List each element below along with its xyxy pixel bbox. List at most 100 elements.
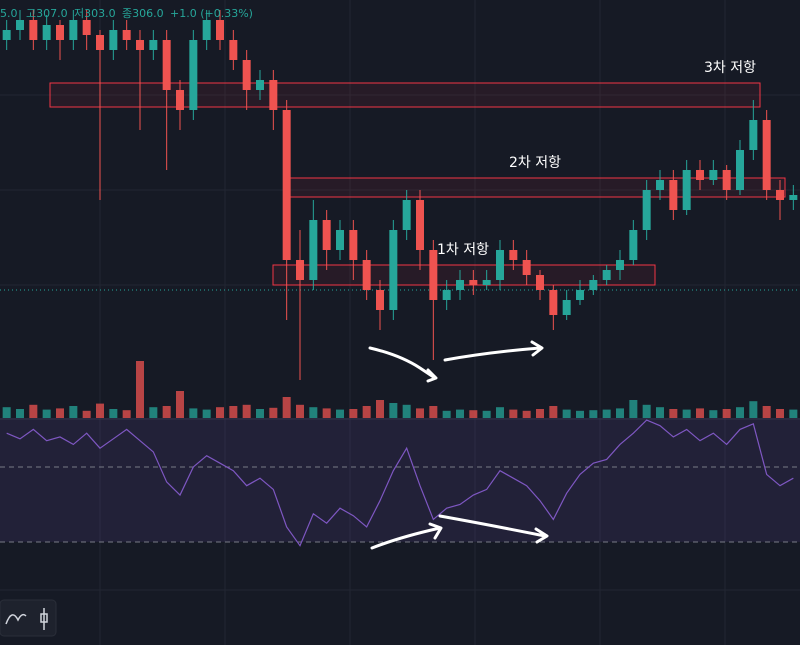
candle-body xyxy=(509,250,518,260)
candle-body xyxy=(496,250,504,280)
toolbar-box xyxy=(0,599,57,637)
volume-bar xyxy=(2,407,11,418)
volume-bar xyxy=(442,410,451,418)
candle-body xyxy=(189,40,198,110)
volume-bar xyxy=(256,409,264,418)
volume-bar xyxy=(336,409,344,418)
candle-body xyxy=(149,40,158,50)
price-pane: 3차 저항 2차 저항 1차 저항 xyxy=(0,10,800,380)
volume-bar xyxy=(376,400,384,418)
candle-body xyxy=(122,30,131,40)
volume-bar xyxy=(776,409,784,418)
zone-label: 1차 저항 xyxy=(437,242,489,258)
candle-body xyxy=(549,290,558,315)
candle-body xyxy=(322,220,331,250)
volume-bar xyxy=(562,409,571,418)
candle-body xyxy=(776,190,784,200)
hand-arrow xyxy=(370,522,443,550)
volume-bar xyxy=(269,407,278,418)
candle-body xyxy=(256,80,264,90)
zone-label: 3차 저항 xyxy=(704,60,756,76)
candle-body xyxy=(29,20,38,40)
hand-arrow xyxy=(438,514,549,544)
volume-bar xyxy=(122,410,131,418)
volume-bar xyxy=(629,400,638,418)
volume-bar xyxy=(789,409,798,418)
volume-bar xyxy=(456,409,464,418)
volume-bar xyxy=(709,410,718,418)
volume-bar xyxy=(682,409,691,418)
candle-body xyxy=(482,280,491,285)
resistance-zone xyxy=(289,177,786,198)
candle-body xyxy=(456,280,464,290)
volume-bar xyxy=(16,409,24,418)
candle-body xyxy=(282,110,291,260)
volume-bar xyxy=(202,409,211,418)
volume-bar xyxy=(322,408,331,418)
volume-bar xyxy=(749,401,758,418)
rsi-line xyxy=(6,419,794,547)
candle-body xyxy=(349,230,358,260)
candle-body xyxy=(42,25,51,40)
header-high: 고307.0 xyxy=(26,7,68,20)
volume-bar xyxy=(656,407,664,418)
volume-bar xyxy=(482,410,491,418)
indicator-icon[interactable] xyxy=(5,613,27,625)
rsi-band xyxy=(0,418,800,542)
volume-bar xyxy=(162,406,171,418)
volume-bar xyxy=(429,406,438,418)
volume-bar xyxy=(349,409,358,418)
candle-body xyxy=(562,300,571,315)
candle-body xyxy=(376,290,384,310)
candle-body xyxy=(202,20,211,40)
candle-body xyxy=(296,260,304,280)
volume-bar xyxy=(416,408,424,418)
volume-bar xyxy=(576,410,584,418)
candle-body xyxy=(602,270,611,280)
volume-bar xyxy=(229,406,238,418)
volume-bar xyxy=(42,409,51,418)
volume-bar xyxy=(282,397,291,418)
header-close: 종306.0 xyxy=(122,7,164,20)
candle-body xyxy=(162,40,171,90)
candle-icon[interactable] xyxy=(40,608,48,630)
candle-body xyxy=(336,230,344,250)
candle-body xyxy=(82,20,91,35)
candle-body xyxy=(362,260,371,290)
candle-body xyxy=(789,195,798,200)
volume-bar xyxy=(216,407,224,418)
volume-bar xyxy=(602,409,611,418)
volume-bar xyxy=(149,407,158,418)
volume-bar xyxy=(69,406,78,418)
candle-body xyxy=(469,280,478,285)
candle-body xyxy=(696,170,704,180)
volume-bar xyxy=(589,410,598,418)
candle-body xyxy=(56,25,64,40)
volume-bar xyxy=(362,406,371,418)
candle-body xyxy=(629,230,638,260)
volume-bar xyxy=(696,408,704,418)
candle-body xyxy=(656,180,664,190)
zone-label: 2차 저항 xyxy=(509,155,561,171)
candle-body xyxy=(709,170,718,180)
candle-body xyxy=(96,35,104,50)
candle-body xyxy=(669,180,678,210)
header-low: 저303.0 xyxy=(74,7,116,20)
volume-bar xyxy=(176,391,184,418)
volume-bar xyxy=(616,408,624,418)
volume-bar xyxy=(136,361,144,418)
volume-bar xyxy=(722,409,731,418)
volume-bar xyxy=(536,409,544,418)
candle-body xyxy=(69,20,78,40)
volume-bar xyxy=(296,404,304,418)
candle-body xyxy=(536,275,544,290)
volume-bar xyxy=(189,408,198,418)
header-change: +1.0 (+0.33%) xyxy=(170,7,253,20)
candle-body xyxy=(2,30,11,40)
candle-body xyxy=(762,120,771,190)
candle-body xyxy=(736,150,744,190)
candle-body xyxy=(642,190,651,230)
candle-body xyxy=(429,250,438,300)
volume-bar xyxy=(242,404,251,418)
volume-bar xyxy=(309,407,318,418)
